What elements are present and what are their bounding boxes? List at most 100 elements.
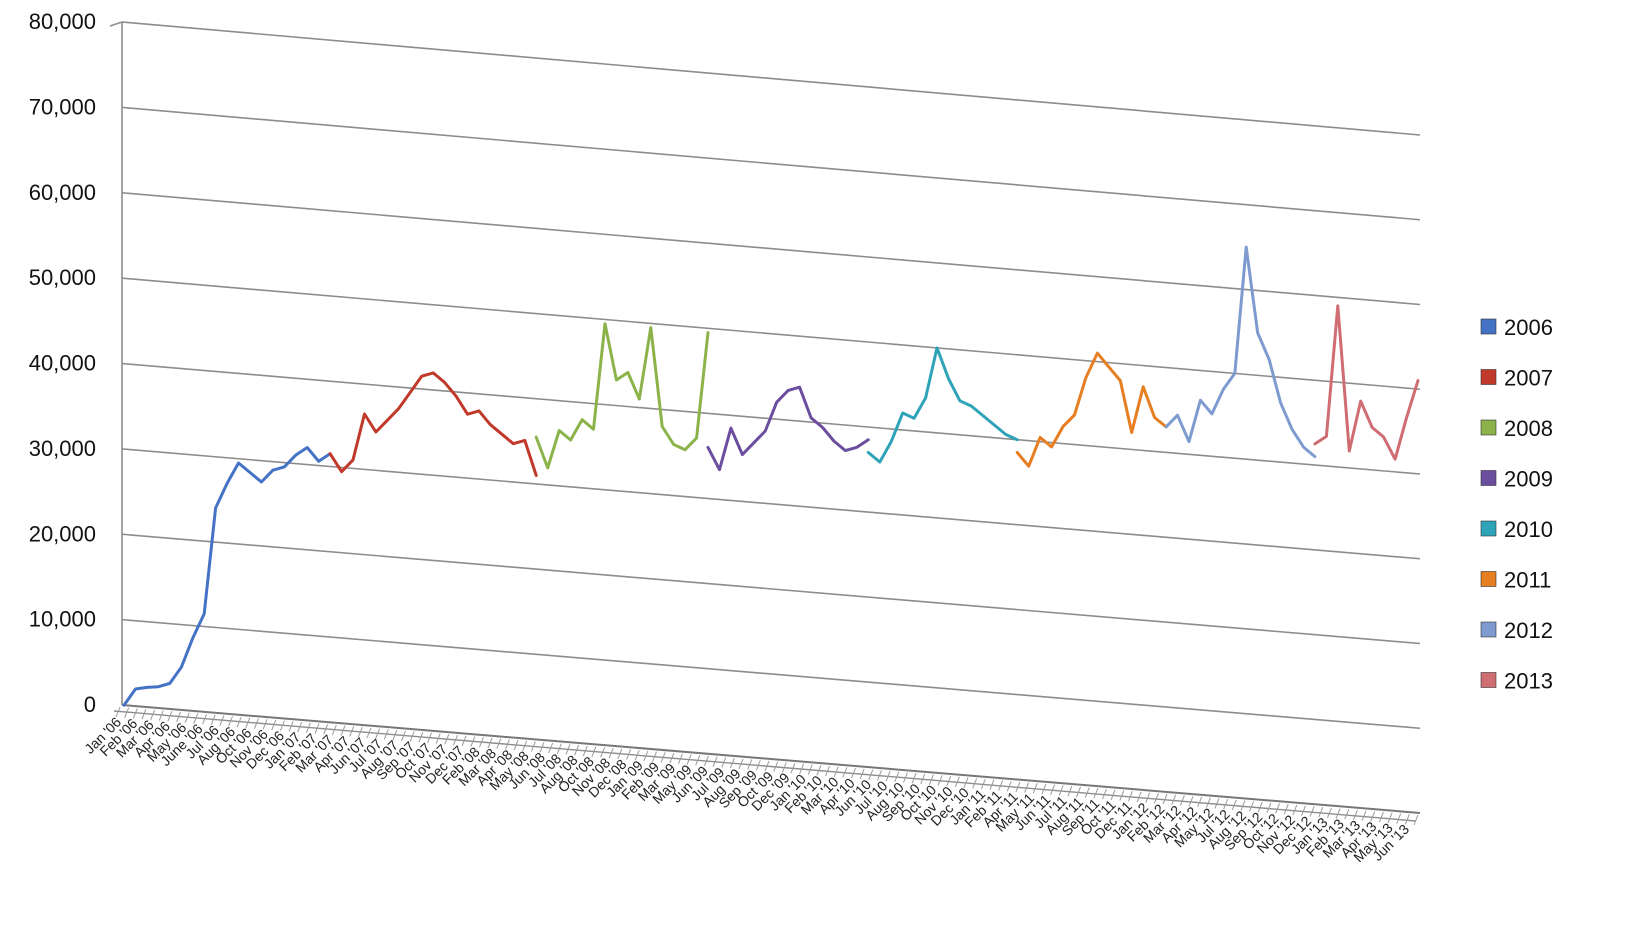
x-tick-mark: [574, 744, 580, 756]
x-tick-mark: [297, 721, 303, 733]
x-tick-mark: [617, 748, 623, 759]
x-tick-mark: [894, 771, 900, 782]
x-tick-mark: [176, 711, 182, 723]
x-tick-mark: [851, 768, 856, 779]
x-tick-mark: [1162, 793, 1168, 805]
x-tick-mark: [565, 744, 571, 755]
series-line-2012: [1164, 245, 1317, 459]
x-tick-mark: [1257, 801, 1263, 813]
series-line-2010: [866, 346, 1019, 464]
x-tick-mark: [401, 730, 407, 741]
x-tick-mark: [608, 747, 614, 759]
x-tick-mark: [1413, 814, 1419, 826]
y-tick-label: 40,000: [29, 351, 96, 376]
legend-label: 2006: [1504, 315, 1553, 340]
y-tick-label: 0: [84, 692, 96, 717]
y-tick-label: 50,000: [29, 265, 96, 290]
x-tick-mark: [591, 746, 597, 757]
x-tick-mark: [747, 759, 753, 770]
x-tick-mark: [461, 735, 467, 746]
x-tick-mark: [1249, 801, 1255, 812]
gridline: [121, 191, 1421, 306]
x-tick-mark: [1370, 811, 1376, 822]
x-tick-mark: [678, 753, 683, 764]
x-tick-mark: [1378, 811, 1384, 823]
x-tick-mark: [1136, 791, 1142, 803]
x-tick-mark: [1318, 806, 1324, 818]
x-tick-mark: [228, 716, 233, 727]
legend-label: 2009: [1504, 467, 1553, 492]
gridline: [121, 448, 1421, 560]
series-line-2013: [1313, 304, 1420, 461]
x-tick-mark: [928, 774, 934, 785]
x-tick-mark: [124, 707, 130, 718]
x-tick-mark: [219, 715, 225, 726]
x-tick-mark: [703, 755, 709, 767]
x-tick-mark: [963, 777, 969, 788]
x-tick-mark: [314, 723, 320, 734]
x-tick-mark: [1006, 780, 1012, 792]
x-tick-mark: [193, 713, 199, 724]
x-tick-mark: [1205, 797, 1211, 808]
x-tick-mark: [478, 737, 484, 748]
x-tick-mark: [158, 710, 164, 721]
x-tick-mark: [807, 764, 813, 775]
x-tick-mark: [375, 728, 381, 739]
x-tick-mark: [210, 714, 216, 726]
x-tick-mark: [392, 729, 398, 741]
gridline: [121, 106, 1421, 221]
x-tick-mark: [1275, 803, 1281, 814]
x-tick-mark: [1283, 804, 1289, 815]
x-tick-mark: [504, 739, 510, 750]
x-tick-mark: [643, 750, 649, 762]
x-tick-mark: [626, 749, 632, 760]
x-tick-mark: [470, 736, 476, 747]
x-tick-mark: [1361, 810, 1367, 821]
x-tick-mark: [1084, 787, 1090, 798]
x-tick-mark: [1024, 782, 1030, 793]
x-tick-mark: [712, 756, 718, 767]
x-tick-mark: [1309, 806, 1315, 817]
x-tick-mark: [1197, 796, 1203, 808]
x-tick-mark: [729, 757, 735, 769]
x-tick-mark: [1110, 789, 1116, 800]
x-tick-mark: [885, 770, 891, 782]
x-tick-mark: [1015, 781, 1021, 793]
x-tick-mark: [781, 762, 787, 773]
x-tick-mark: [1335, 808, 1341, 819]
legend-swatch: [1480, 318, 1497, 335]
legend-swatch: [1480, 470, 1497, 486]
legend-label: 2013: [1504, 669, 1553, 694]
x-tick-mark: [323, 724, 329, 735]
x-tick-mark: [418, 732, 424, 743]
series-line-2008: [534, 322, 710, 470]
x-tick-mark: [790, 762, 796, 774]
y-tick-label: 80,000: [29, 9, 96, 34]
x-tick-mark: [859, 768, 865, 780]
series-line-2006: [122, 446, 332, 707]
x-tick-mark: [1231, 799, 1237, 811]
x-tick-mark: [279, 720, 285, 731]
legend-label: 2010: [1504, 517, 1553, 542]
x-tick-mark: [444, 734, 450, 745]
x-tick-mark: [1344, 809, 1350, 820]
gridline: [121, 277, 1421, 391]
x-tick-mark: [1179, 795, 1185, 806]
series-line-2009: [706, 385, 870, 472]
x-tick-mark: [331, 724, 337, 736]
x-tick-mark: [842, 767, 848, 778]
x-tick-mark: [357, 726, 363, 738]
x-tick-mark: [600, 747, 606, 758]
x-tick-mark: [1067, 786, 1073, 797]
x-tick-mark: [435, 733, 441, 744]
legend-label: 2008: [1504, 416, 1553, 441]
y-tick-label: 30,000: [29, 436, 96, 461]
series-line-2011: [1015, 351, 1168, 468]
x-tick-mark: [989, 779, 995, 790]
legend-swatch: [1480, 672, 1497, 688]
x-tick-mark: [660, 752, 666, 763]
x-tick-mark: [1292, 804, 1298, 816]
x-tick-mark: [773, 761, 779, 772]
x-tick-mark: [262, 719, 268, 730]
series-line-2007: [328, 371, 538, 477]
